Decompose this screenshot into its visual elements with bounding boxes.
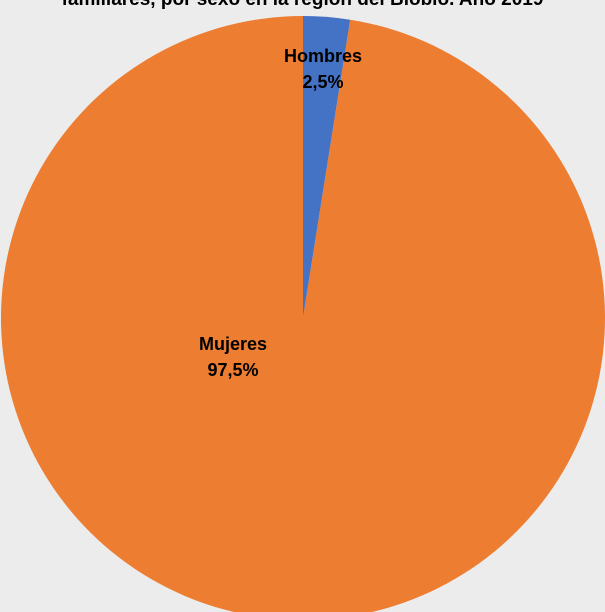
pie-slice-hombres [303, 16, 351, 318]
slice-value-label: 97,5% [207, 360, 258, 380]
slice-value-label: 2,5% [302, 72, 343, 92]
slice-name-label: Hombres [284, 46, 362, 66]
pie-slice-mujeres [1, 16, 605, 612]
slice-name-label: Mujeres [199, 334, 267, 354]
chart-title: familiares, por sexo en la región del Bi… [0, 0, 605, 11]
